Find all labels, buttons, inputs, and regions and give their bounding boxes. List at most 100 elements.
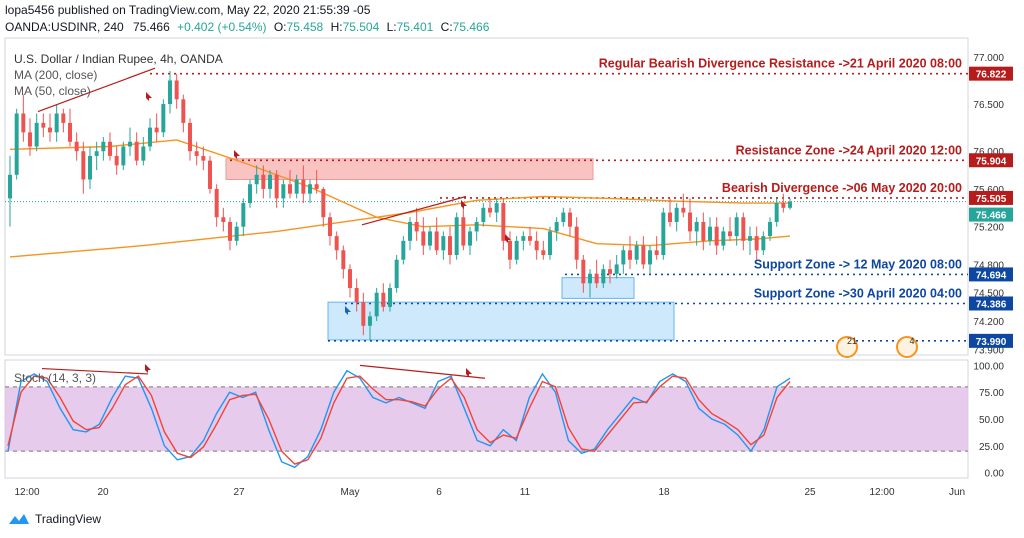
candle-body (248, 184, 252, 204)
stoch-line-d (7, 375, 791, 465)
candle-body (728, 231, 732, 237)
candle-body (694, 221, 699, 232)
candle-body (788, 201, 792, 208)
ma50-line (9, 139, 791, 247)
legend-ma50[interactable]: MA (50, close) (14, 84, 91, 98)
high-label: H: (330, 20, 343, 34)
x-tick-label: May (341, 487, 360, 498)
candle-body (161, 104, 166, 133)
candle-body (68, 122, 72, 142)
candle-body (8, 174, 12, 199)
candle-body (228, 221, 232, 241)
economic-event-icon[interactable] (896, 336, 918, 358)
candle-body (114, 155, 119, 166)
zone-resistance[interactable] (225, 158, 594, 181)
candle-body (394, 259, 399, 289)
bearish-arrow-icon (234, 150, 240, 159)
candle-body (494, 203, 499, 213)
tradingview-brand: TradingView (35, 512, 102, 526)
stoch-band (5, 386, 968, 452)
annotation-label: Bearish Divergence ->06 May 2020 20:00 (722, 181, 962, 195)
candle-body (281, 184, 286, 199)
candle-body (234, 226, 239, 241)
candle-body (88, 155, 92, 180)
legend-ma200[interactable]: MA (200, close) (14, 68, 98, 82)
x-tick-label: 18 (658, 487, 670, 498)
x-tick-label: 11 (520, 487, 531, 498)
price-badge-label: 75.505 (976, 194, 1007, 205)
economic-event-icon[interactable] (836, 336, 858, 358)
candle-body (434, 231, 439, 251)
candle-body (121, 146, 126, 166)
candle-body (588, 273, 592, 284)
candle-body (441, 236, 446, 251)
tradingview-logo-icon (9, 514, 29, 524)
bearish-arrow-icon (146, 92, 152, 101)
open-label: O: (273, 20, 287, 34)
tradingview-logo[interactable]: TradingView (8, 512, 101, 526)
price-badge-label: 75.904 (976, 156, 1007, 167)
candle-body (328, 217, 332, 237)
price-badge-label: 74.386 (976, 299, 1007, 310)
zone-support-apr30[interactable] (327, 301, 675, 341)
bearish-arrow-icon (466, 368, 472, 377)
bullish-arrow-icon (345, 306, 351, 315)
candle-body (688, 212, 692, 232)
candle-body (654, 250, 659, 255)
candle-body (661, 212, 666, 255)
y-tick-label: 76.000 (973, 147, 1004, 158)
x-tick-label: 27 (233, 487, 245, 498)
candle-body (548, 231, 552, 255)
open-value: 75.458 (286, 20, 324, 34)
candle-body (388, 288, 392, 307)
candle-body (481, 207, 486, 222)
candle-body (54, 113, 59, 133)
price-badge (969, 66, 1013, 81)
candle-body (241, 203, 246, 227)
candle-body (381, 292, 386, 307)
x-tick-label: 25 (804, 487, 816, 498)
y-tick-label: 74.800 (973, 260, 1004, 271)
candle-body (261, 174, 266, 189)
annotation-label: Support Zone ->30 April 2020 04:00 (754, 286, 962, 300)
stoch-y-tick-label: 100.00 (973, 361, 1004, 372)
candle-body (101, 141, 106, 152)
candle-body (741, 217, 746, 241)
candle-body (488, 207, 492, 213)
candle-body (614, 264, 619, 274)
y-tick-label: 77.000 (973, 53, 1004, 64)
candle-body (28, 132, 32, 147)
candle-body (421, 231, 426, 246)
candle-body (641, 245, 646, 265)
candle-body (601, 269, 606, 284)
candle-body (754, 236, 759, 251)
y-tick-label: 74.500 (973, 289, 1004, 300)
candle-body (14, 113, 19, 175)
candle-body (414, 221, 419, 232)
stoch-y-tick-label: 75.00 (979, 388, 1004, 399)
close-value: 75.466 (452, 20, 490, 34)
candle-body (188, 122, 192, 152)
price-badge (969, 267, 1013, 282)
y-tick-label: 76.500 (973, 100, 1004, 111)
symbol-text: OANDA:USDINR, 240 (5, 20, 124, 34)
last-price: 75.466 (133, 20, 170, 34)
candle-body (781, 203, 786, 208)
candle-body (128, 141, 132, 147)
symbol-line: OANDA:USDINR, 240 75.466 +0.402 (+0.54%)… (5, 20, 489, 34)
candle-body (534, 240, 539, 251)
annotation-label: Resistance Zone ->24 April 2020 12:00 (736, 143, 962, 157)
candle-body (734, 217, 739, 237)
candle-body (528, 236, 532, 241)
candle-body (521, 236, 526, 241)
bearish-arrow-icon (461, 200, 467, 209)
candle-body (94, 151, 99, 156)
candle-body (174, 80, 179, 100)
stoch-title[interactable]: Stoch (14, 3, 3) (14, 371, 97, 385)
candle-body (508, 240, 512, 260)
candle-body (674, 207, 679, 222)
y-tick-label: 75.600 (973, 185, 1004, 196)
publisher-line: lopa5456 published on TradingView.com, M… (5, 3, 370, 17)
candle-body (468, 231, 472, 246)
candle-body (474, 221, 479, 232)
